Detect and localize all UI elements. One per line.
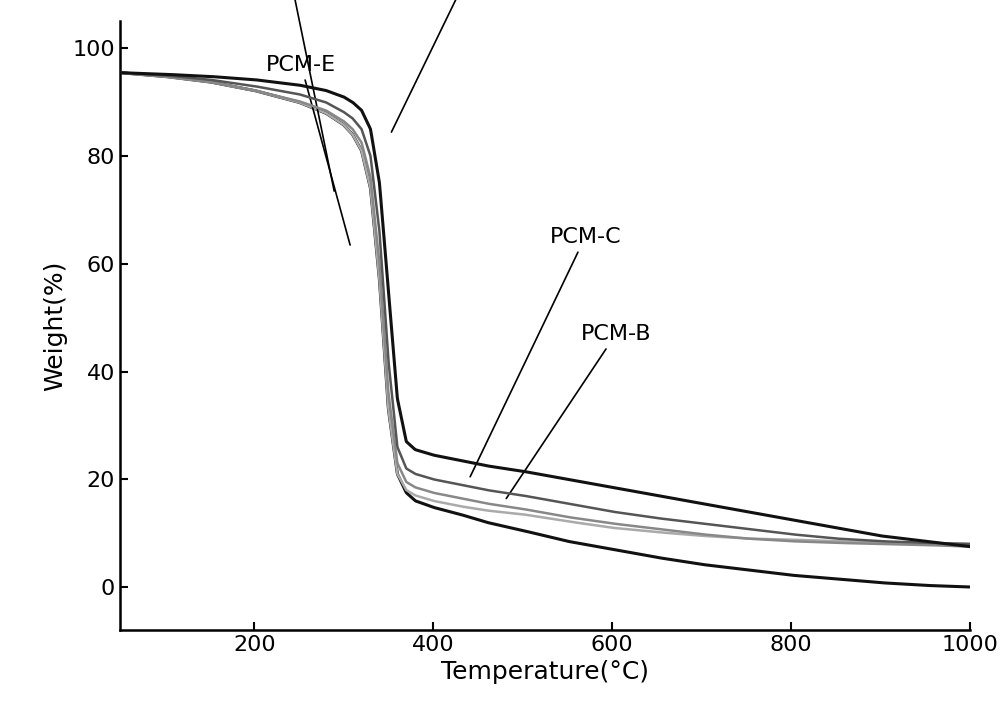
Text: PCM-B: PCM-B (506, 324, 651, 498)
X-axis label: Temperature(°C): Temperature(°C) (441, 660, 649, 684)
Text: PCM-E: PCM-E (266, 54, 350, 245)
Text: PCM-A: PCM-A (250, 0, 334, 191)
Y-axis label: Weight(%): Weight(%) (43, 261, 67, 391)
Text: PCM-C: PCM-C (470, 227, 621, 477)
Text: PCM-D: PCM-D (391, 0, 605, 132)
